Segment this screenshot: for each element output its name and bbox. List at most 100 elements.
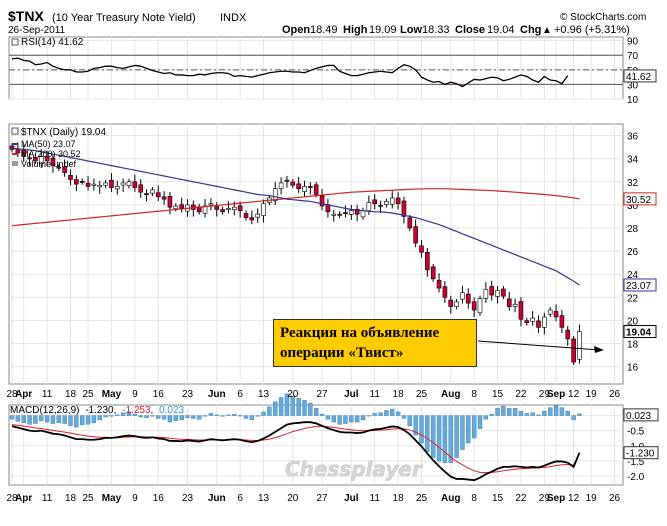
x-tick-label-lower: 11 — [42, 493, 53, 504]
candle-body — [138, 184, 143, 193]
candle-body — [296, 183, 301, 190]
x-tick-label-upper: Jun — [208, 389, 226, 400]
rsi-tick-label: 70 — [627, 51, 639, 62]
macd-hist-bar — [214, 414, 219, 416]
macd-hist-bar — [249, 415, 255, 421]
candle-body — [56, 166, 62, 169]
macd-hist-bar — [524, 413, 529, 416]
x-tick-label-lower: Sep — [547, 493, 565, 504]
x-tick-label-lower: Aug — [441, 493, 460, 504]
candle-body — [348, 210, 354, 215]
exchange-label: INDX — [220, 12, 247, 24]
x-tick-label-lower: 26 — [609, 493, 621, 504]
candle-body — [436, 279, 442, 289]
x-tick-label-lower: 16 — [153, 493, 165, 504]
macd-hist-bar — [267, 406, 272, 416]
price-tick-label: 30 — [627, 201, 639, 212]
price-legend: $TNX (Daily) 19.04 MA(50) 23.07 MA(200) … — [11, 127, 106, 169]
candle-body — [501, 288, 506, 297]
macd-hist-bar — [79, 415, 85, 426]
macd-hist-bar — [21, 415, 26, 424]
candle-body — [319, 195, 325, 207]
macd-last-value: -1.230 — [626, 449, 655, 460]
macd-hist-bar — [243, 415, 249, 419]
x-tick-label-upper: 18 — [65, 389, 77, 400]
price-tick-label: 32 — [627, 178, 639, 189]
rsi-legend-text: RSI(14) 41.62 — [21, 37, 84, 48]
candle-body — [360, 210, 366, 218]
candle-body — [483, 288, 489, 299]
macd-panel: 0.0-0.5-1.0-1.5-2.00.023-1.230 — [9, 393, 659, 483]
x-tick-label-lower: 22 — [515, 493, 527, 504]
candle-body — [33, 156, 38, 162]
price-legend-title: $TNX (Daily) 19.04 — [21, 127, 106, 138]
price-tick-label: 24 — [627, 270, 639, 281]
volume-legend-icon — [12, 161, 18, 166]
macd-hist-bar — [290, 395, 295, 416]
close-last-value-box — [623, 325, 657, 339]
date-label: 26-Sep-2011 — [8, 25, 66, 36]
x-tick-label-lower: 9 — [132, 493, 138, 504]
macd-hist-bar — [512, 408, 518, 416]
ma200-last-value-box — [623, 192, 657, 206]
macd-hist-bar — [255, 415, 260, 417]
x-tick-label-upper: 11 — [42, 389, 53, 400]
candle-body — [372, 199, 378, 205]
open-value: 18.49 — [310, 24, 338, 36]
macd-hist-bar — [425, 415, 430, 452]
x-tick-label-upper: 15 — [492, 389, 504, 400]
x-tick-label-upper: 18 — [393, 389, 405, 400]
candle-body — [179, 204, 184, 209]
macd-hist-bar — [565, 411, 570, 416]
x-tick-label-upper: Sep — [547, 389, 565, 400]
price-tick-label: 18 — [627, 340, 639, 351]
candle-body — [255, 213, 260, 218]
macd-hist-bar — [15, 415, 21, 422]
macd-hist-bar — [466, 415, 471, 444]
x-tick-label-lower: May — [102, 493, 122, 504]
grid — [11, 37, 616, 485]
macd-hist-bar — [442, 415, 448, 463]
price-tick-label: 36 — [627, 132, 639, 143]
candle-body — [395, 197, 401, 205]
x-tick-label-upper: Apr — [15, 389, 32, 400]
candle-body — [38, 156, 44, 165]
macd-hist-bar — [372, 413, 377, 416]
price-tick-label: 34 — [627, 155, 639, 166]
macd-hist-bar — [483, 415, 489, 420]
macd-hist-bar — [390, 408, 395, 416]
macd-hist-bar — [559, 407, 565, 416]
x-tick-label-lower: 23 — [182, 493, 194, 504]
macd-legend-value: -1.230 — [85, 405, 114, 416]
ma50-line — [11, 147, 580, 286]
macd-hist-bar — [115, 414, 120, 416]
chg-label: Chg — [520, 24, 541, 36]
candle-body — [430, 266, 436, 280]
candle-body — [425, 251, 430, 270]
macd-hist-bar — [507, 408, 512, 416]
macd-hist-bar — [360, 415, 366, 421]
candle-body — [237, 205, 243, 211]
hist-legend-value: 0.023 — [159, 405, 184, 416]
x-tick-label-upper: Jul — [344, 389, 359, 400]
x-tick-label-upper: 11 — [370, 389, 381, 400]
macd-hist-bar — [278, 397, 284, 416]
candle-body — [454, 301, 459, 307]
x-tick-label-upper: 25 — [416, 389, 428, 400]
macd-hist-bar — [120, 412, 126, 416]
macd-hist-bar — [477, 415, 483, 429]
macd-hist-bar — [191, 415, 196, 419]
hist-last-value: 0.023 — [626, 411, 651, 422]
annotation-arrow-head — [594, 346, 604, 353]
candle-body — [331, 213, 337, 216]
candle-body — [167, 196, 173, 208]
x-tick-label-upper: 12 — [568, 389, 580, 400]
x-tick-label-lower: Jul — [344, 493, 359, 504]
macd-hist-bar — [220, 415, 225, 417]
price-tick-label: 28 — [627, 224, 639, 235]
candle-body — [144, 193, 149, 196]
candle-body — [214, 206, 220, 210]
macd-hist-bar — [378, 412, 383, 416]
candle-body — [413, 226, 418, 244]
macd-legend-prefix: MACD(12,26,9) — [10, 405, 79, 416]
